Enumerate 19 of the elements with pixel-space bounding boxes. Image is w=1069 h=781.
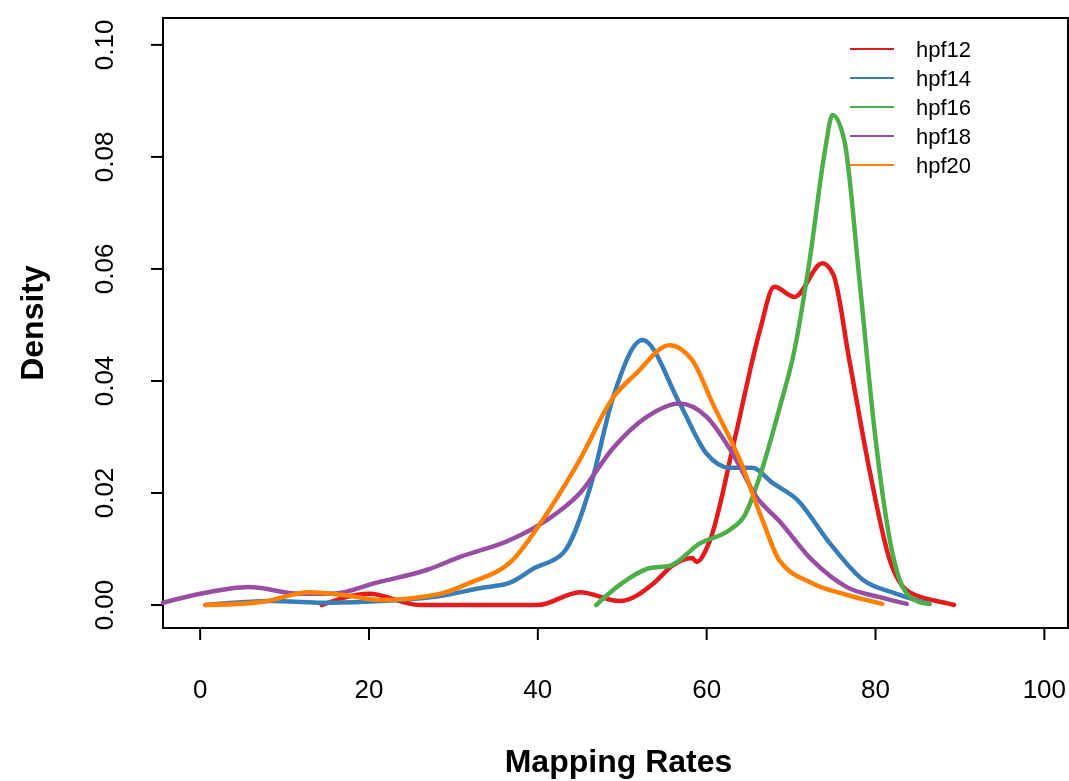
x-tick-label: 20 [354,674,384,704]
y-tick-label: 0.08 [89,131,119,183]
y-tick-label: 0.04 [89,355,119,407]
y-tick-label: 0.00 [89,579,119,631]
y-tick-label: 0.06 [89,243,119,295]
x-tick-label: 100 [1022,674,1067,704]
legend-label: hpf16 [916,95,972,120]
y-tick-label: 0.02 [89,467,119,519]
x-axis-title: Mapping Rates [504,743,733,779]
y-tick-label: 0.10 [89,19,119,71]
legend-label: hpf12 [916,37,972,62]
x-tick-label: 0 [192,674,208,704]
legend-label: hpf20 [916,153,972,178]
legend-label: hpf18 [916,124,972,149]
x-tick-label: 40 [523,674,553,704]
legend-label: hpf14 [916,66,972,91]
x-tick-label: 60 [692,674,722,704]
x-tick-label: 80 [861,674,890,704]
y-axis-title: Density [14,265,50,381]
